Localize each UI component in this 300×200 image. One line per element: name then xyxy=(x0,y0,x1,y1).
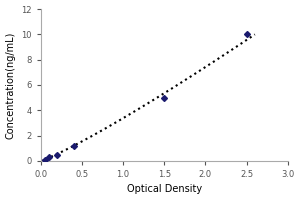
Y-axis label: Concentration(ng/mL): Concentration(ng/mL) xyxy=(6,31,16,139)
X-axis label: Optical Density: Optical Density xyxy=(127,184,202,194)
